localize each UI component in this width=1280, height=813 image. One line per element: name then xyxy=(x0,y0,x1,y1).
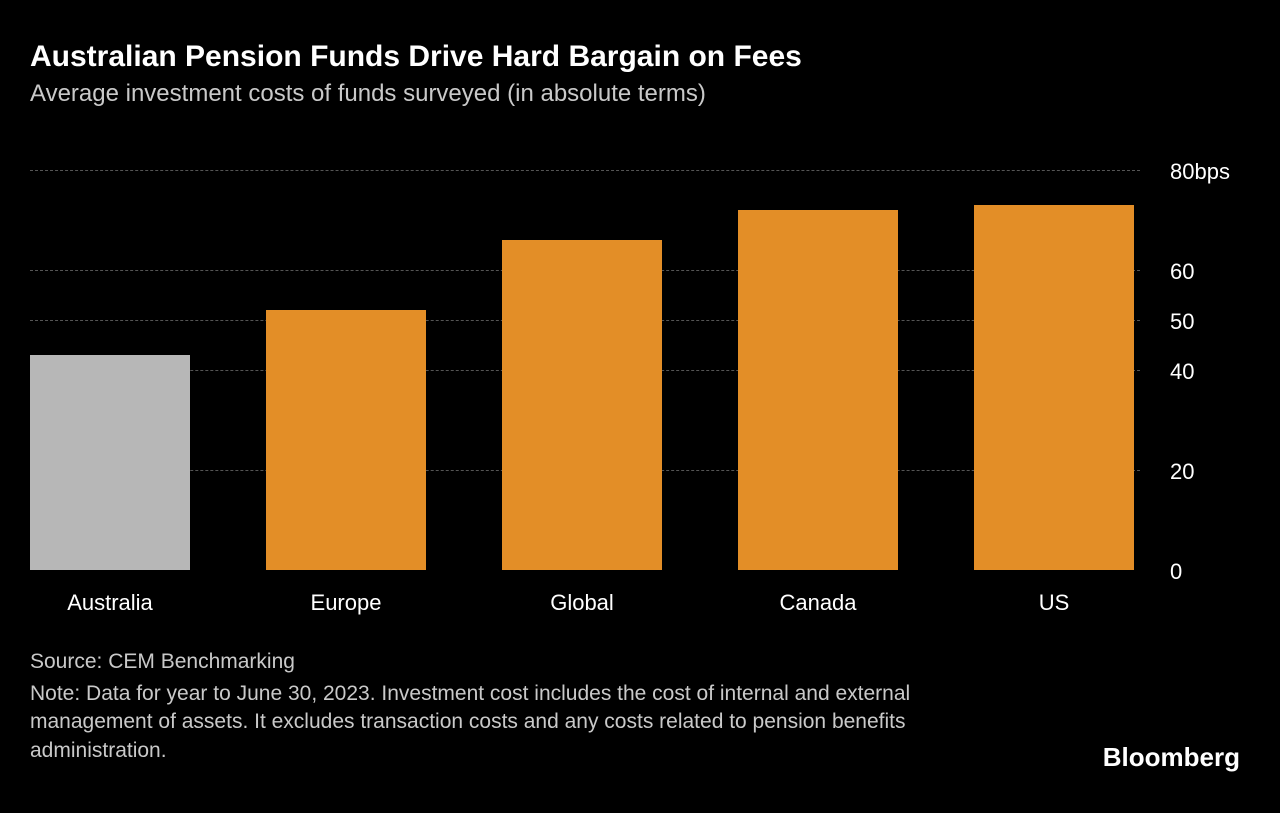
plot-area xyxy=(30,170,1140,570)
y-tick-label: 80bps xyxy=(1170,159,1230,185)
source-text: Source: CEM Benchmarking xyxy=(30,650,295,674)
x-tick-label: Global xyxy=(550,590,614,616)
chart-container: Australian Pension Funds Drive Hard Barg… xyxy=(0,0,1280,813)
y-tick-label: 0 xyxy=(1170,559,1182,585)
y-tick-label: 50 xyxy=(1170,309,1194,335)
note-text: Note: Data for year to June 30, 2023. In… xyxy=(30,680,930,765)
bar-us xyxy=(974,205,1134,570)
bar-global xyxy=(502,240,662,570)
bar-australia xyxy=(30,355,190,570)
chart-title: Australian Pension Funds Drive Hard Barg… xyxy=(30,40,802,74)
chart-subtitle: Average investment costs of funds survey… xyxy=(30,80,706,108)
bar-canada xyxy=(738,210,898,570)
x-tick-label: Australia xyxy=(67,590,153,616)
x-tick-label: US xyxy=(1039,590,1070,616)
y-tick-label: 20 xyxy=(1170,459,1194,485)
bar-europe xyxy=(266,310,426,570)
y-tick-label: 40 xyxy=(1170,359,1194,385)
x-tick-label: Europe xyxy=(311,590,382,616)
gridline xyxy=(30,170,1140,171)
y-tick-label: 60 xyxy=(1170,259,1194,285)
brand-wordmark: Bloomberg xyxy=(1103,742,1240,773)
x-tick-label: Canada xyxy=(779,590,856,616)
